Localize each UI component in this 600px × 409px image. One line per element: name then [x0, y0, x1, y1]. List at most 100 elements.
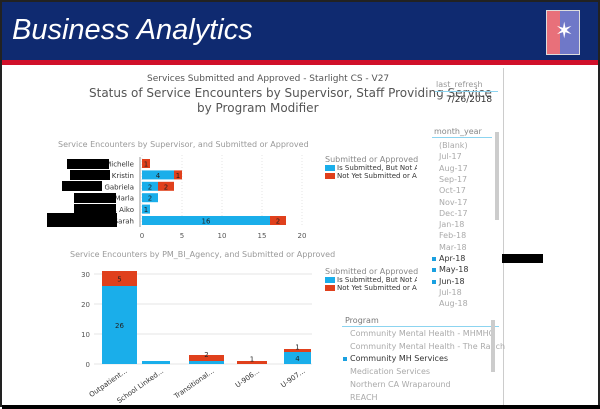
y-tick-label: 30: [81, 271, 90, 279]
x-tick-label: 20: [298, 232, 307, 240]
month-slicer-label: month_year: [434, 127, 482, 136]
slicer-item[interactable]: Nov-17: [439, 197, 468, 207]
data-label: 26: [115, 322, 124, 330]
bar-segment: [174, 170, 182, 180]
bar-segment: [142, 170, 174, 180]
slicer-item[interactable]: Jul-18: [439, 287, 462, 297]
bar-segment: [284, 349, 311, 352]
chart1-title: Service Encounters by Supervisor, and Su…: [58, 140, 309, 149]
slicer-item[interactable]: Jul-17: [439, 152, 462, 162]
header-stripe: [2, 60, 598, 65]
axis-scroll: [139, 157, 141, 227]
category-label: , Kristin: [107, 172, 134, 180]
data-label: 2: [164, 183, 168, 191]
bar-segment: [158, 181, 174, 191]
panel-divider: [503, 68, 504, 409]
redaction: [70, 170, 110, 180]
slicer-item[interactable]: Mar-18: [439, 242, 467, 252]
legend-item[interactable]: Not Yet Submitted or Approved: [337, 284, 417, 292]
data-label: 2: [204, 351, 208, 359]
y-tick-label: 10: [81, 331, 90, 339]
category-label: , Aiko: [115, 206, 134, 214]
slicer-item[interactable]: Aug-17: [439, 163, 468, 173]
refresh-value: 7/26/2018: [446, 95, 493, 105]
bar-segment: [142, 159, 150, 168]
bar-segment: [189, 355, 224, 361]
chart2-title: Service Encounters by PM_BI_Agency, and …: [70, 250, 336, 259]
bar-segment: [142, 193, 158, 203]
legend-item[interactable]: Is Submitted, But Not Approved: [337, 276, 417, 284]
data-label: 2: [276, 218, 280, 226]
x-tick-label: 15: [258, 232, 267, 240]
slicer-item[interactable]: Dec-17: [439, 208, 468, 218]
report-title-line2: by Program Modifier: [197, 101, 319, 115]
slicer-item[interactable]: Aug-18: [439, 299, 468, 309]
category-label: U-907...: [279, 367, 306, 389]
program-scrollbar[interactable]: [491, 320, 495, 372]
slicer-item[interactable]: May-18: [431, 265, 469, 275]
legend-item[interactable]: Is Submitted, But Not Approved: [337, 164, 417, 172]
month-scrollbar[interactable]: [495, 132, 499, 220]
data-label: 5: [117, 276, 121, 284]
y-tick-label: 20: [81, 301, 90, 309]
slicer-item[interactable]: Medication Services: [350, 367, 431, 377]
category-label: Transitional...: [172, 367, 216, 401]
y-tick-label: 0: [86, 361, 90, 369]
bar-segment: [142, 181, 158, 191]
slicer-item[interactable]: Oct-17: [439, 186, 466, 196]
bar-segment: [284, 352, 311, 364]
bar-segment: [102, 271, 137, 286]
chart1-legend: Submitted or Approved Is Submitted, But …: [325, 155, 418, 180]
report-title-line1: Status of Service Encounters by Supervis…: [89, 86, 492, 100]
redaction: [62, 181, 102, 191]
redaction: [47, 213, 117, 227]
redaction: [67, 159, 109, 169]
refresh-label: last_refresh: [436, 80, 483, 89]
bar-segment: [189, 361, 224, 364]
slicer-item[interactable]: Jan-18: [439, 220, 465, 230]
category-label: Michelle: [105, 161, 134, 169]
legend-swatch: [325, 285, 335, 291]
data-label: 2: [148, 183, 152, 191]
slicer-item[interactable]: Community Mental Health - The Ranch: [350, 341, 506, 351]
bar-segment: [142, 204, 150, 214]
slicer-item[interactable]: Community MH Services: [342, 354, 449, 364]
data-label: 4: [295, 355, 300, 363]
slicer-item[interactable]: (Blank): [439, 141, 468, 150]
legend-swatch: [325, 173, 335, 179]
slicer-item[interactable]: Jun-18: [432, 276, 465, 286]
data-label: 1: [176, 172, 180, 180]
redaction: [502, 254, 543, 263]
bar-segment: [270, 216, 286, 225]
program-slicer-label: Program: [345, 316, 379, 325]
data-label: 4: [156, 172, 161, 180]
slicer-item[interactable]: Feb-18: [439, 231, 467, 241]
redaction: [2, 405, 600, 409]
bar-segment: [142, 361, 170, 364]
bar-segment: [102, 286, 137, 364]
legend-item[interactable]: Not Yet Submitted or Approved: [337, 172, 417, 180]
slicer-item[interactable]: Northern CA Wraparound: [350, 379, 451, 389]
app-header: Business Analytics ✶: [2, 2, 598, 60]
category-label: U-906...: [234, 367, 261, 389]
data-label: 1: [144, 206, 148, 214]
data-label: 1: [144, 161, 148, 169]
data-label: 1: [295, 344, 299, 352]
redaction: [74, 193, 116, 203]
data-label: 2: [148, 195, 152, 203]
category-label: Sarah: [114, 218, 134, 226]
category-label: Marla: [115, 195, 134, 203]
slicer-item[interactable]: Sep-17: [439, 174, 468, 184]
slicer-item[interactable]: Apr-18: [431, 254, 466, 263]
legend-swatch: [325, 277, 335, 283]
slicer-item[interactable]: REACH: [350, 392, 378, 402]
x-tick-label: 0: [140, 232, 144, 240]
data-label: 1: [250, 356, 254, 364]
legend-swatch: [325, 165, 335, 171]
bar-segment: [142, 216, 270, 225]
report-subtitle: Services Submitted and Approved - Starli…: [147, 74, 390, 84]
bar-segment: [237, 361, 267, 364]
x-tick-label: 5: [180, 232, 184, 240]
slicer-item[interactable]: Community Mental Health - MHMHC: [350, 329, 495, 338]
